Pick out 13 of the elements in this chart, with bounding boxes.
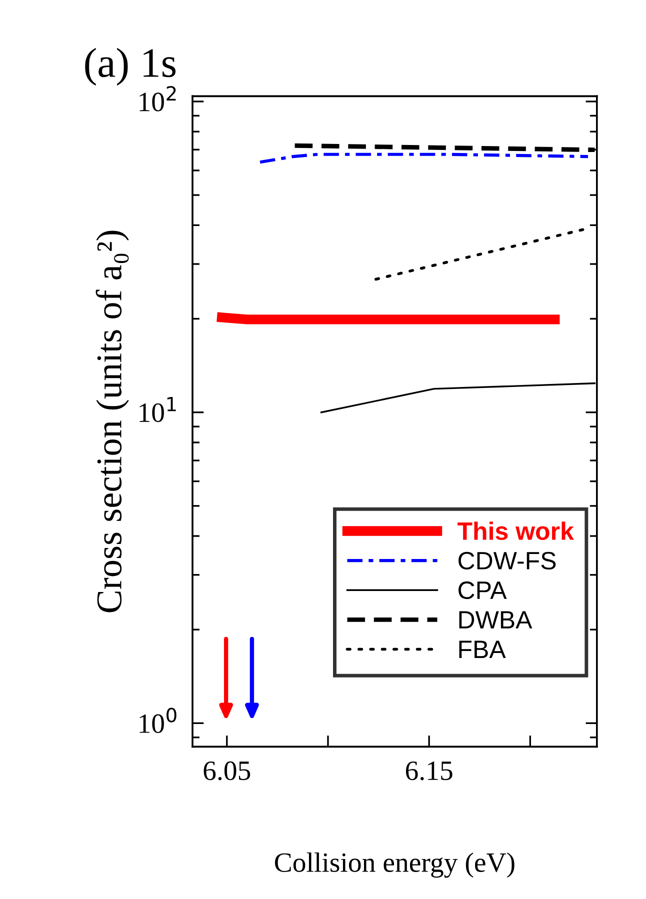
x-tick-label: 6.15 [406,761,452,780]
legend-label: CDW-FS [458,552,556,570]
x-tick-label: 6.05 [204,761,250,780]
y-tick-label: 10$^{0}$ [140,708,176,734]
x-axis-title: Collision energy (eV) [274,852,514,878]
y-tick-label: 10$^{2}$ [140,86,176,112]
legend-label: CPA [458,581,507,600]
y-axis-title: Cross section (units of a₀²) [96,230,129,612]
y-tick-label: 10$^{1}$ [140,397,176,422]
legend-label: This work [458,522,574,540]
chart-title: (a) 1s [85,48,176,86]
legend-label: FBA [459,640,506,658]
legend-label: DWBA [459,611,532,628]
